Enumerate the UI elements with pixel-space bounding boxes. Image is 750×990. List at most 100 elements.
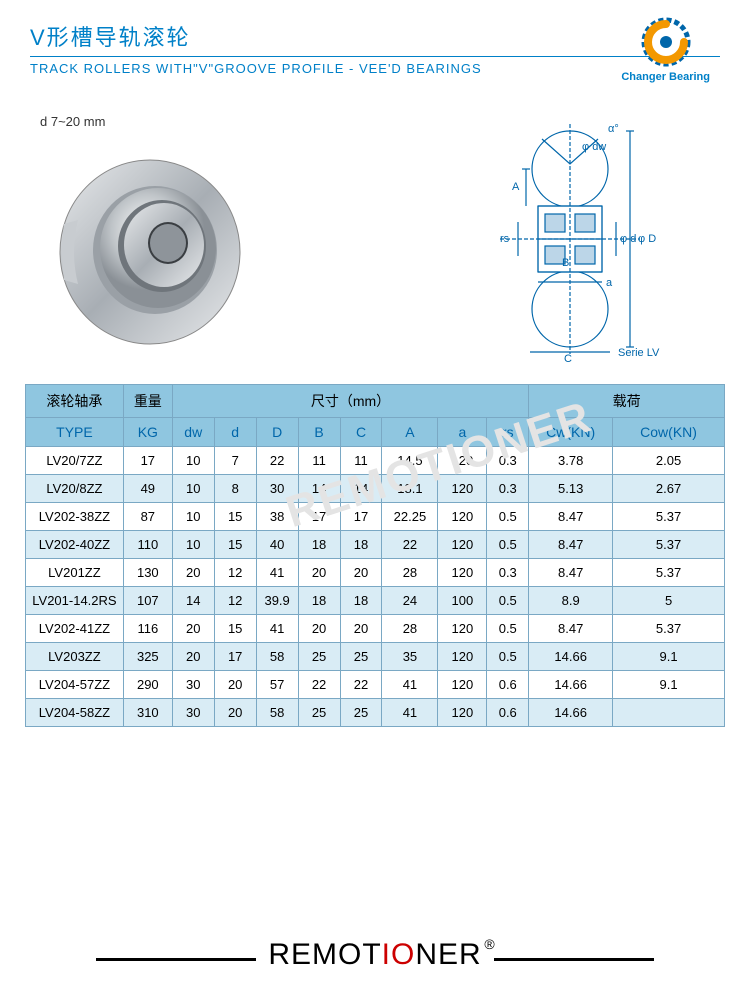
table-cell: 0.5 [487, 643, 529, 671]
table-cell: 58 [256, 699, 298, 727]
table-cell: 9.1 [613, 671, 725, 699]
table-cell: 10 [172, 531, 214, 559]
table-cell: LV201ZZ [26, 559, 124, 587]
table-cell: 18.1 [382, 475, 438, 503]
table-cell: 107 [123, 587, 172, 615]
table-cell: 41 [256, 615, 298, 643]
brand-pre: REMOT [268, 938, 381, 971]
table-cell: 15 [214, 615, 256, 643]
company-logo: Changer Bearing [621, 15, 710, 83]
brand-reg: ® [484, 936, 495, 952]
table-cell: 14.66 [529, 699, 613, 727]
table-cell: 12 [214, 559, 256, 587]
page-header: V形槽导轨滚轮 TRACK ROLLERS WITH"V"GROOVE PROF… [0, 0, 750, 84]
table-cell: 120 [438, 559, 487, 587]
product-render [40, 144, 300, 354]
table-cell: 20 [214, 671, 256, 699]
table-cell: 0.5 [487, 503, 529, 531]
table-cell: 40 [256, 531, 298, 559]
table-cell: 22 [298, 671, 340, 699]
table-cell: 5.37 [613, 503, 725, 531]
th-rs: rs [487, 418, 529, 447]
table-cell: 8 [214, 475, 256, 503]
table-cell: 11 [298, 447, 340, 475]
spec-table-wrap: 滚轮轴承 重量 尺寸（mm） 载荷 TYPEKGdwdDBCAarsCw(KN)… [0, 384, 750, 727]
table-cell: 22.25 [382, 503, 438, 531]
table-cell: 14 [340, 475, 382, 503]
table-cell: 120 [438, 475, 487, 503]
table-cell: 0.6 [487, 671, 529, 699]
table-cell: 5.37 [613, 559, 725, 587]
table-header-en: TYPEKGdwdDBCAarsCw(KN)Cow(KN) [26, 418, 725, 447]
table-cell [613, 699, 725, 727]
table-cell: 12 [214, 587, 256, 615]
table-cell: 28 [382, 559, 438, 587]
table-cell: LV203ZZ [26, 643, 124, 671]
table-cell: 120 [438, 503, 487, 531]
table-cell: LV202-40ZZ [26, 531, 124, 559]
table-cell: 20 [172, 615, 214, 643]
table-cell: 57 [256, 671, 298, 699]
table-cell: 30 [172, 671, 214, 699]
table-cell: 38 [256, 503, 298, 531]
table-cell: 20 [298, 559, 340, 587]
table-cell: 17 [214, 643, 256, 671]
table-cell: LV204-57ZZ [26, 671, 124, 699]
footer-line-left [96, 958, 256, 961]
gear-logo-icon [639, 15, 693, 69]
table-cell: 14 [298, 475, 340, 503]
table-row: LV20/8ZZ4910830141418.11200.35.132.67 [26, 475, 725, 503]
table-cell: 110 [123, 531, 172, 559]
diag-d: φ d [620, 233, 636, 245]
table-cell: 18 [298, 587, 340, 615]
table-cell: 30 [256, 475, 298, 503]
table-cell: 9.1 [613, 643, 725, 671]
table-row: LV202-41ZZ1162015412020281200.58.475.37 [26, 615, 725, 643]
th-dw: dw [172, 418, 214, 447]
title-chinese: V形槽导轨滚轮 [30, 20, 720, 52]
table-cell: 87 [123, 503, 172, 531]
table-cell: 41 [256, 559, 298, 587]
diag-A: A [512, 181, 520, 193]
table-cell: LV202-41ZZ [26, 615, 124, 643]
table-cell: 8.47 [529, 503, 613, 531]
table-cell: 25 [340, 699, 382, 727]
table-cell: 18 [340, 531, 382, 559]
table-cell: 22 [340, 671, 382, 699]
table-cell: 0.3 [487, 447, 529, 475]
table-cell: 290 [123, 671, 172, 699]
table-cell: 20 [172, 643, 214, 671]
th-D: D [256, 418, 298, 447]
table-cell: 0.3 [487, 559, 529, 587]
table-cell: 58 [256, 643, 298, 671]
table-cell: 2.05 [613, 447, 725, 475]
table-cell: 25 [340, 643, 382, 671]
th-weight-cn: 重量 [123, 385, 172, 418]
table-cell: 130 [123, 559, 172, 587]
table-cell: 2.67 [613, 475, 725, 503]
th-type-cn: 滚轮轴承 [26, 385, 124, 418]
footer-brand: REMOTIONER® [268, 938, 481, 972]
table-cell: 14 [172, 587, 214, 615]
th-KG: KG [123, 418, 172, 447]
th-TYPE: TYPE [26, 418, 124, 447]
table-cell: 116 [123, 615, 172, 643]
brand-mid: IO [382, 938, 416, 971]
table-cell: 7 [214, 447, 256, 475]
table-row: LV201-14.2RS107141239.91818241000.58.95 [26, 587, 725, 615]
table-cell: 120 [438, 699, 487, 727]
dimension-range: d 7~20 mm [40, 114, 300, 129]
footer-line-right [494, 958, 654, 961]
table-cell: 41 [382, 671, 438, 699]
th-A: A [382, 418, 438, 447]
table-cell: 18 [298, 531, 340, 559]
table-cell: 0.5 [487, 615, 529, 643]
spec-row: d 7~20 mm [0, 84, 750, 384]
table-cell: 25 [298, 643, 340, 671]
table-cell: 14.66 [529, 643, 613, 671]
table-cell: 22 [382, 531, 438, 559]
table-cell: 0.6 [487, 699, 529, 727]
table-cell: 5.13 [529, 475, 613, 503]
table-cell: 120 [438, 447, 487, 475]
table-cell: 310 [123, 699, 172, 727]
